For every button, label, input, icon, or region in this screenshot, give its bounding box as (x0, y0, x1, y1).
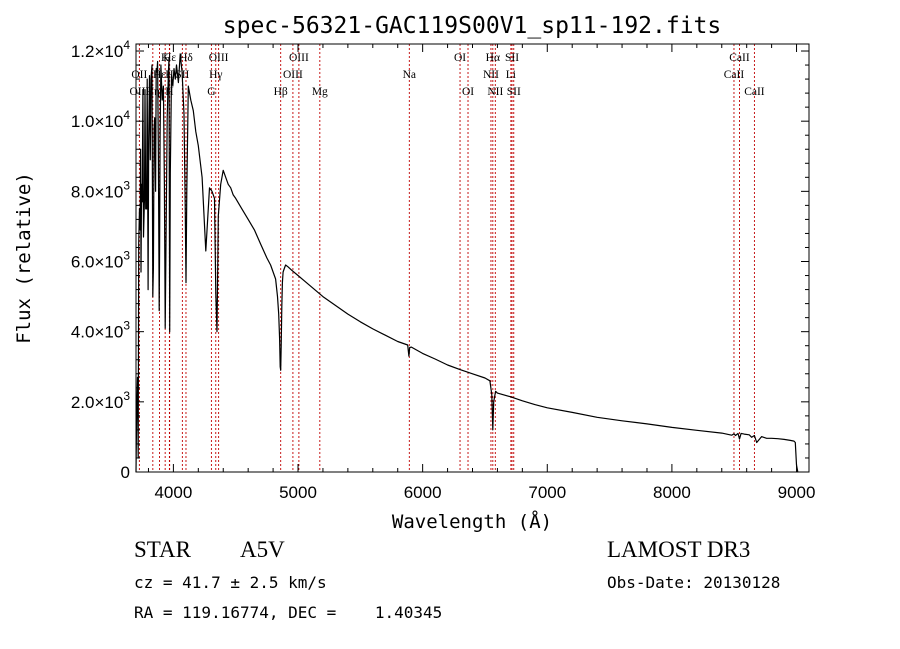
object-subclass: A5V (240, 537, 285, 562)
line-label: K (161, 52, 170, 64)
line-label: OIII (289, 52, 309, 64)
line-label: NII (487, 86, 503, 98)
line-label: OI (462, 86, 474, 98)
line-label: CaII (729, 52, 750, 64)
line-label: OIII (283, 69, 303, 81)
line-label: CaII (724, 69, 745, 81)
line-label: Hα (486, 52, 500, 64)
x-axis: 4000 5000 6000 7000 8000 9000 (147, 44, 816, 502)
x-tick-label: 7000 (528, 483, 566, 502)
line-label: SII (505, 52, 519, 64)
line-label: CaII (744, 86, 765, 98)
spectral-line-markers (138, 44, 755, 472)
line-label: Hδ (179, 52, 193, 64)
redshift-value: cz = 41.7 ± 2.5 km/s (134, 573, 327, 592)
y-axis-label: Flux (relative) (13, 172, 35, 344)
line-label: OIII (209, 52, 229, 64)
line-label: Hβ (274, 86, 288, 98)
x-tick-label: 8000 (653, 483, 691, 502)
y-tick-label: 1.0×104 (71, 108, 130, 131)
y-tick-label: 6.0×103 (71, 249, 130, 272)
y-tick-exponent: 3 (123, 249, 130, 263)
y-tick-exponent: 3 (123, 389, 130, 403)
line-label: SII (507, 86, 521, 98)
line-label: Hε (163, 52, 176, 64)
line-label: Li (506, 69, 516, 81)
object-class: STAR (134, 537, 191, 562)
spectrum-line (135, 53, 799, 473)
line-label: OI (454, 52, 466, 64)
line-label: OII (131, 69, 147, 81)
line-label: Hγ (209, 69, 222, 81)
y-tick-label: 4.0×103 (71, 319, 130, 342)
line-label: Mg (312, 86, 328, 98)
observation-date: Obs-Date: 20130128 (607, 573, 781, 592)
y-tick-label: 0 (121, 463, 130, 482)
x-axis-label: Wavelength (Å) (392, 510, 552, 533)
plot-frame (135, 43, 810, 473)
y-tick-label: 1.2×104 (71, 38, 130, 61)
x-tick-label: 9000 (778, 483, 816, 502)
y-axis: 0 2.0×103 4.0×103 6.0×103 8.0×103 1.0×104 1.2×… (71, 38, 809, 482)
y-tick-exponent: 3 (123, 178, 130, 192)
y-tick-exponent: 4 (123, 108, 130, 122)
line-label: NII (483, 69, 499, 81)
line-label: G (207, 86, 215, 98)
x-tick-label: 6000 (404, 483, 442, 502)
x-tick-label: 4000 (154, 483, 192, 502)
chart-title: spec-56321-GAC119S00V1_sp11-192.fits (223, 13, 722, 39)
y-tick-label: 8.0×103 (71, 178, 130, 201)
survey-name: LAMOST DR3 (607, 537, 751, 562)
coordinates: RA = 119.16774, DEC = 1.40345 (134, 603, 443, 622)
y-tick-exponent: 4 (123, 38, 130, 52)
y-tick-label: 2.0×103 (71, 389, 130, 412)
x-tick-label: 5000 (279, 483, 317, 502)
line-label: Na (403, 69, 416, 81)
y-tick-exponent: 3 (123, 319, 130, 333)
